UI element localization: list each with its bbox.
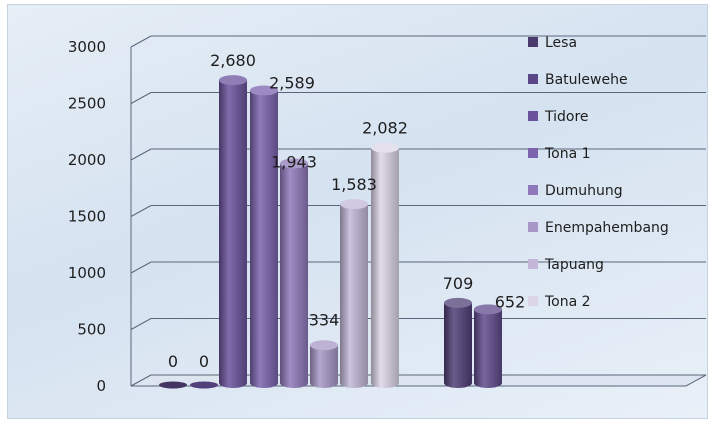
chart-svg: 0 500 1000 1500 2000 2500 3000 0 0 2,680 2,589 1,9… [68,35,707,395]
legend-label: Tidore [544,109,589,125]
chart-frame: 0 500 1000 1500 2000 2500 3000 0 0 2,680 2,589 1,9… [7,4,708,419]
data-label: 2,680 [210,51,256,70]
legend-label: Enempahembang [545,220,669,236]
gridline-wall [130,261,152,274]
legend-swatch [528,259,538,269]
bar-body [310,345,338,388]
legend-item: Lesa [528,35,577,51]
bar [159,381,187,389]
legend-item: Enempahembang [528,220,669,236]
data-label: 652 [495,292,526,311]
bar-top [250,85,278,96]
legend-swatch [528,185,538,195]
legend-swatch [528,296,538,306]
y-tick-label: 500 [77,321,106,339]
bar [219,75,247,388]
bar-zero-disc [190,381,218,389]
legend-item: Tidore [528,109,589,125]
bar-top [444,297,472,308]
y-tick-label: 2000 [68,151,106,169]
bar-body [340,204,368,388]
data-label: 2,082 [362,119,408,138]
gridline-wall [130,205,152,217]
bar [310,340,338,388]
bar-body [444,302,472,388]
bar-body [250,90,278,389]
data-label: 1,943 [271,152,317,171]
data-label: 0 [199,352,209,371]
gridline-wall [130,92,152,104]
gridlines [130,35,706,387]
data-label: 334 [309,310,340,329]
legend-label: Dumuhung [545,183,623,199]
legend-item: Batulewehe [528,72,628,88]
bar [371,142,399,388]
bar-top [371,142,399,153]
legend-item: Tona 2 [528,294,591,310]
legend-label: Batulewehe [545,72,628,88]
bar-body [474,309,502,388]
legend-item: Tona 1 [528,146,591,162]
bar-top [474,304,502,315]
legend-item: Tapuang [528,257,604,273]
bar [190,381,218,389]
bar-body [219,80,247,388]
bar [444,297,472,388]
data-label: 1,583 [331,175,377,194]
bar-zero-disc [159,381,187,389]
bar [474,304,502,388]
y-tick-label: 1000 [68,264,106,282]
gridline-wall [130,35,152,48]
gridline-wall [130,318,152,330]
bar [250,85,278,389]
bar [340,199,368,388]
legend-label: Tapuang [544,257,604,273]
legend-swatch [528,74,538,84]
bar-top [219,75,247,86]
legend-label: Lesa [545,35,577,51]
legend-swatch [528,111,538,121]
bar-top [280,158,308,169]
bar-top [310,340,338,351]
legend: Lesa Batulewehe Tidore Tona 1 Dumuhung Enempa… [528,35,669,310]
legend-swatch [528,222,538,232]
y-tick-label: 3000 [68,38,106,56]
bar-body [280,163,308,388]
legend-swatch [528,37,538,47]
data-label: 2,589 [269,73,315,92]
legend-label: Tona 1 [544,146,591,162]
data-label: 709 [443,274,474,293]
y-axis-labels: 0 500 1000 1500 2000 2500 3000 [68,38,106,395]
data-label: 0 [168,352,178,371]
bar-body [371,147,399,388]
legend-label: Tona 2 [544,294,591,310]
y-tick-label: 2500 [68,95,106,113]
bar-top [340,199,368,210]
legend-item: Dumuhung [528,183,623,199]
y-tick-label: 1500 [68,208,106,226]
bar [280,158,308,388]
legend-swatch [528,148,538,158]
gridline-wall [130,148,152,161]
bars [159,75,502,389]
data-labels: 0 0 2,680 2,589 1,943 334 1,583 2,082 709 652 [168,51,525,371]
y-tick-label: 0 [96,377,106,395]
